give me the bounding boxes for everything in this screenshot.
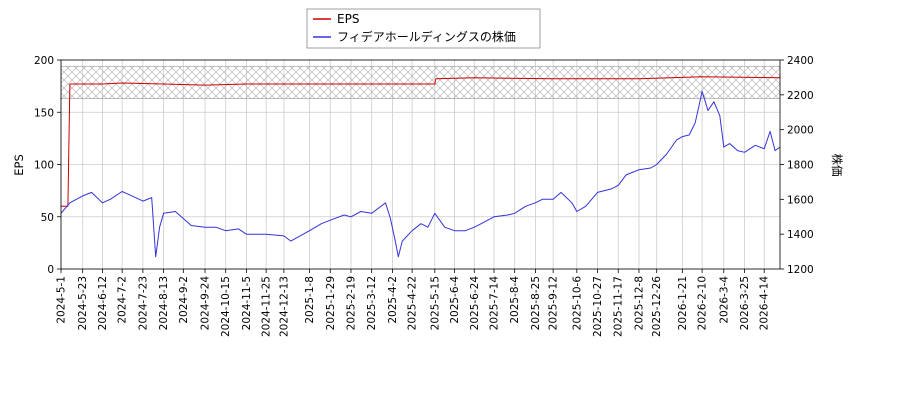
legend-box <box>306 8 541 49</box>
x-tick-label-7: 2024-9-24 <box>199 276 211 331</box>
x-tick-label-24: 2025-9-12 <box>548 276 560 330</box>
y-right-tick-label-1: 1400 <box>787 229 814 241</box>
x-axis: 2024-5-1 2024-5-23 2024-6-12 2024-7-2 2024-7… <box>56 269 771 337</box>
x-tick-label-23: 2025-8-25 <box>530 276 542 330</box>
y-right-tick-label-3: 1800 <box>787 160 814 172</box>
x-tick-label-32: 2026-3-4 <box>718 276 730 324</box>
y-right-tick-label-4: 2000 <box>787 125 814 137</box>
x-tick-label-2: 2024-6-12 <box>97 276 109 330</box>
x-tick-label-29: 2025-12-26 <box>651 276 663 337</box>
x-tick-label-13: 2025-1-29 <box>325 276 337 330</box>
x-tick-label-0: 2024-5-1 <box>56 276 68 324</box>
eps-band-rect <box>61 65 780 99</box>
x-tick-label-19: 2025-6-4 <box>449 276 461 324</box>
x-tick-label-25: 2025-10-6 <box>571 276 583 331</box>
series-line-price <box>61 90 780 258</box>
x-tick-label-10: 2024-11-25 <box>261 276 273 337</box>
y-right-tick-label-2: 1600 <box>787 194 814 206</box>
y-axis-right-label: 株価 <box>830 154 844 177</box>
x-tick-label-4: 2024-7-23 <box>137 276 149 330</box>
x-tick-label-3: 2024-7-2 <box>117 276 129 324</box>
y-left-tick-label-4: 200 <box>34 55 54 67</box>
x-tick-label-16: 2025-4-2 <box>387 276 399 324</box>
legend: EPS フィデアホールディングスの株価 <box>306 8 541 49</box>
x-tick-label-5: 2024-8-13 <box>158 276 170 330</box>
x-tick-label-34: 2026-4-14 <box>759 276 771 331</box>
x-tick-label-30: 2026-1-21 <box>677 276 689 330</box>
y-right-tick-label-6: 2400 <box>787 55 814 67</box>
x-tick-label-20: 2025-6-24 <box>469 276 481 331</box>
x-tick-label-14: 2025-2-19 <box>345 276 357 330</box>
x-tick-label-27: 2025-11-17 <box>613 276 625 337</box>
y-axis-left: 0 50 100 150 200 <box>34 55 61 276</box>
x-tick-label-9: 2024-11-5 <box>241 276 253 330</box>
x-tick-label-28: 2025-12-8 <box>633 276 645 330</box>
series-line-eps <box>61 76 780 207</box>
y-left-tick-label-3: 150 <box>34 107 54 119</box>
x-tick-label-33: 2026-3-25 <box>739 276 751 330</box>
x-tick-label-6: 2024-9-2 <box>178 276 190 324</box>
y-axis-left-label: EPS <box>12 154 26 176</box>
y-left-tick-label-0: 0 <box>47 264 54 276</box>
y-left-tick-label-2: 100 <box>34 160 54 172</box>
eps-range-band <box>61 65 780 99</box>
x-tick-label-18: 2025-5-15 <box>429 276 441 330</box>
x-tick-label-31: 2026-2-10 <box>697 276 709 330</box>
x-tick-label-26: 2025-10-27 <box>592 276 604 337</box>
x-tick-label-12: 2025-1-8 <box>304 276 316 324</box>
x-tick-label-15: 2025-3-12 <box>366 276 378 330</box>
y-right-tick-label-5: 2200 <box>787 90 814 102</box>
x-tick-label-8: 2024-10-15 <box>220 276 232 337</box>
y-right-tick-label-0: 1200 <box>787 264 814 276</box>
x-tick-label-17: 2025-4-22 <box>407 276 419 330</box>
x-tick-label-1: 2024-5-23 <box>77 276 89 330</box>
legend-label-price: フィデアホールディングスの株価 <box>337 29 516 44</box>
legend-label-eps: EPS <box>337 12 359 26</box>
y-left-tick-label-1: 50 <box>41 212 54 224</box>
y-axis-right: 1200 1400 1600 1800 2000 2200 2400 <box>780 55 814 276</box>
x-tick-label-11: 2024-12-13 <box>278 276 290 337</box>
x-tick-label-22: 2025-8-4 <box>509 276 521 324</box>
x-tick-label-21: 2025-7-14 <box>488 276 500 331</box>
